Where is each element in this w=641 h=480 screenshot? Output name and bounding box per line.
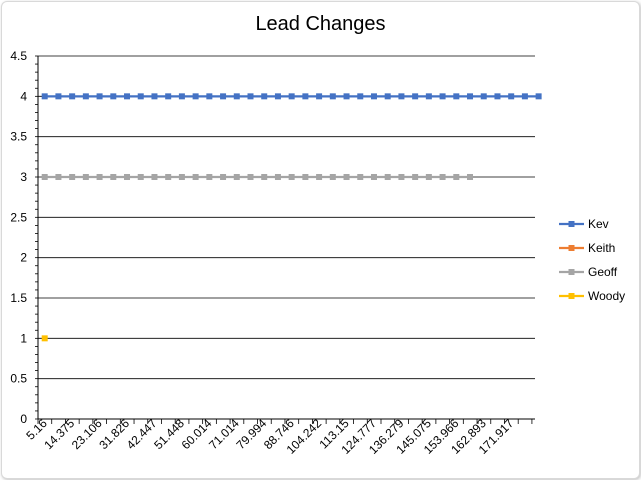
data-point-geoff bbox=[69, 174, 76, 180]
data-point-geoff bbox=[96, 174, 103, 180]
data-point-kev bbox=[261, 93, 268, 100]
y-tick-label: 1 bbox=[20, 331, 27, 345]
y-tick-label: 0.5 bbox=[10, 372, 27, 386]
data-point-kev bbox=[247, 93, 254, 100]
data-point-geoff bbox=[124, 174, 131, 180]
data-point-geoff bbox=[329, 174, 336, 180]
legend-label-keith: Keith bbox=[588, 241, 615, 255]
data-point-geoff bbox=[467, 174, 474, 180]
legend-marker-woody bbox=[568, 293, 575, 299]
axes bbox=[35, 55, 535, 424]
data-point-woody bbox=[41, 335, 48, 342]
data-point-kev bbox=[535, 93, 542, 100]
data-point-kev bbox=[453, 93, 460, 100]
y-tick-label: 4 bbox=[20, 89, 27, 103]
data-point-geoff bbox=[82, 174, 89, 180]
legend-marker-keith bbox=[568, 245, 575, 251]
data-point-geoff bbox=[192, 174, 199, 180]
data-point-kev bbox=[494, 93, 501, 100]
data-point-geoff bbox=[151, 174, 158, 180]
data-point-kev bbox=[82, 93, 89, 100]
data-point-geoff bbox=[288, 174, 295, 180]
data-point-kev bbox=[41, 93, 48, 100]
data-point-geoff bbox=[425, 174, 432, 180]
data-point-kev bbox=[69, 93, 76, 100]
data-point-geoff bbox=[165, 174, 172, 180]
data-point-geoff bbox=[178, 174, 185, 180]
data-point-kev bbox=[288, 93, 295, 100]
data-point-kev bbox=[233, 93, 240, 100]
data-point-geoff bbox=[233, 174, 240, 180]
data-point-geoff bbox=[398, 174, 405, 180]
y-tick-label: 3.5 bbox=[10, 130, 27, 144]
gridlines bbox=[38, 55, 535, 380]
data-point-kev bbox=[508, 93, 515, 100]
y-tick-label: 0 bbox=[20, 412, 27, 426]
data-point-kev bbox=[110, 93, 117, 100]
data-point-geoff bbox=[247, 174, 254, 180]
y-tick-label: 3 bbox=[20, 170, 27, 184]
series-group bbox=[41, 93, 542, 342]
y-tick-label: 2 bbox=[20, 251, 27, 265]
legend-marker-geoff bbox=[568, 269, 575, 275]
legend-label-woody: Woody bbox=[588, 289, 625, 303]
legend-label-geoff: Geoff bbox=[588, 265, 618, 279]
data-point-kev bbox=[343, 93, 350, 100]
data-point-kev bbox=[55, 93, 62, 100]
data-point-kev bbox=[439, 93, 446, 100]
data-point-geoff bbox=[206, 174, 213, 180]
data-point-kev bbox=[357, 93, 364, 100]
y-axis-tick-labels: 0 0.5 1 1.5 2 2.5 3 3.5 4 4.5 bbox=[10, 49, 27, 426]
data-point-geoff bbox=[41, 174, 48, 180]
data-point-kev bbox=[521, 93, 528, 100]
data-point-kev bbox=[302, 93, 309, 100]
data-point-kev bbox=[96, 93, 103, 100]
legend: Kev Keith Geoff Woody bbox=[559, 217, 625, 303]
data-point-geoff bbox=[110, 174, 117, 180]
data-point-geoff bbox=[343, 174, 350, 180]
data-point-geoff bbox=[137, 174, 144, 180]
data-point-geoff bbox=[384, 174, 391, 180]
data-point-geoff bbox=[261, 174, 268, 180]
data-point-kev bbox=[384, 93, 391, 100]
y-tick-label: 2.5 bbox=[10, 210, 27, 224]
data-point-kev bbox=[480, 93, 487, 100]
data-point-kev bbox=[467, 93, 474, 100]
data-point-kev bbox=[412, 93, 419, 100]
data-point-geoff bbox=[370, 174, 377, 180]
data-point-kev bbox=[178, 93, 185, 100]
data-point-kev bbox=[206, 93, 213, 100]
chart-title: Lead Changes bbox=[255, 13, 386, 35]
data-point-geoff bbox=[316, 174, 323, 180]
data-point-geoff bbox=[55, 174, 62, 180]
y-tick-label: 4.5 bbox=[10, 49, 27, 63]
legend-label-kev: Kev bbox=[588, 217, 609, 231]
y-tick-label: 1.5 bbox=[10, 291, 27, 305]
data-point-geoff bbox=[439, 174, 446, 180]
data-point-geoff bbox=[274, 174, 281, 180]
data-point-kev bbox=[329, 93, 336, 100]
data-point-kev bbox=[192, 93, 199, 100]
data-point-kev bbox=[124, 93, 131, 100]
data-point-kev bbox=[316, 93, 323, 100]
data-point-kev bbox=[370, 93, 377, 100]
x-axis-tick-labels: 5.1614.37523.10631.82642.44751.44860.014… bbox=[23, 416, 516, 457]
data-point-geoff bbox=[302, 174, 309, 180]
data-point-kev bbox=[137, 93, 144, 100]
legend-marker-kev bbox=[568, 221, 575, 227]
data-point-kev bbox=[165, 93, 172, 100]
data-point-kev bbox=[398, 93, 405, 100]
data-point-kev bbox=[220, 93, 227, 100]
data-point-kev bbox=[425, 93, 432, 100]
data-point-kev bbox=[274, 93, 281, 100]
data-point-geoff bbox=[357, 174, 364, 180]
data-point-geoff bbox=[412, 174, 419, 180]
data-point-geoff bbox=[220, 174, 227, 180]
data-point-kev bbox=[151, 93, 158, 100]
data-point-geoff bbox=[453, 174, 460, 180]
